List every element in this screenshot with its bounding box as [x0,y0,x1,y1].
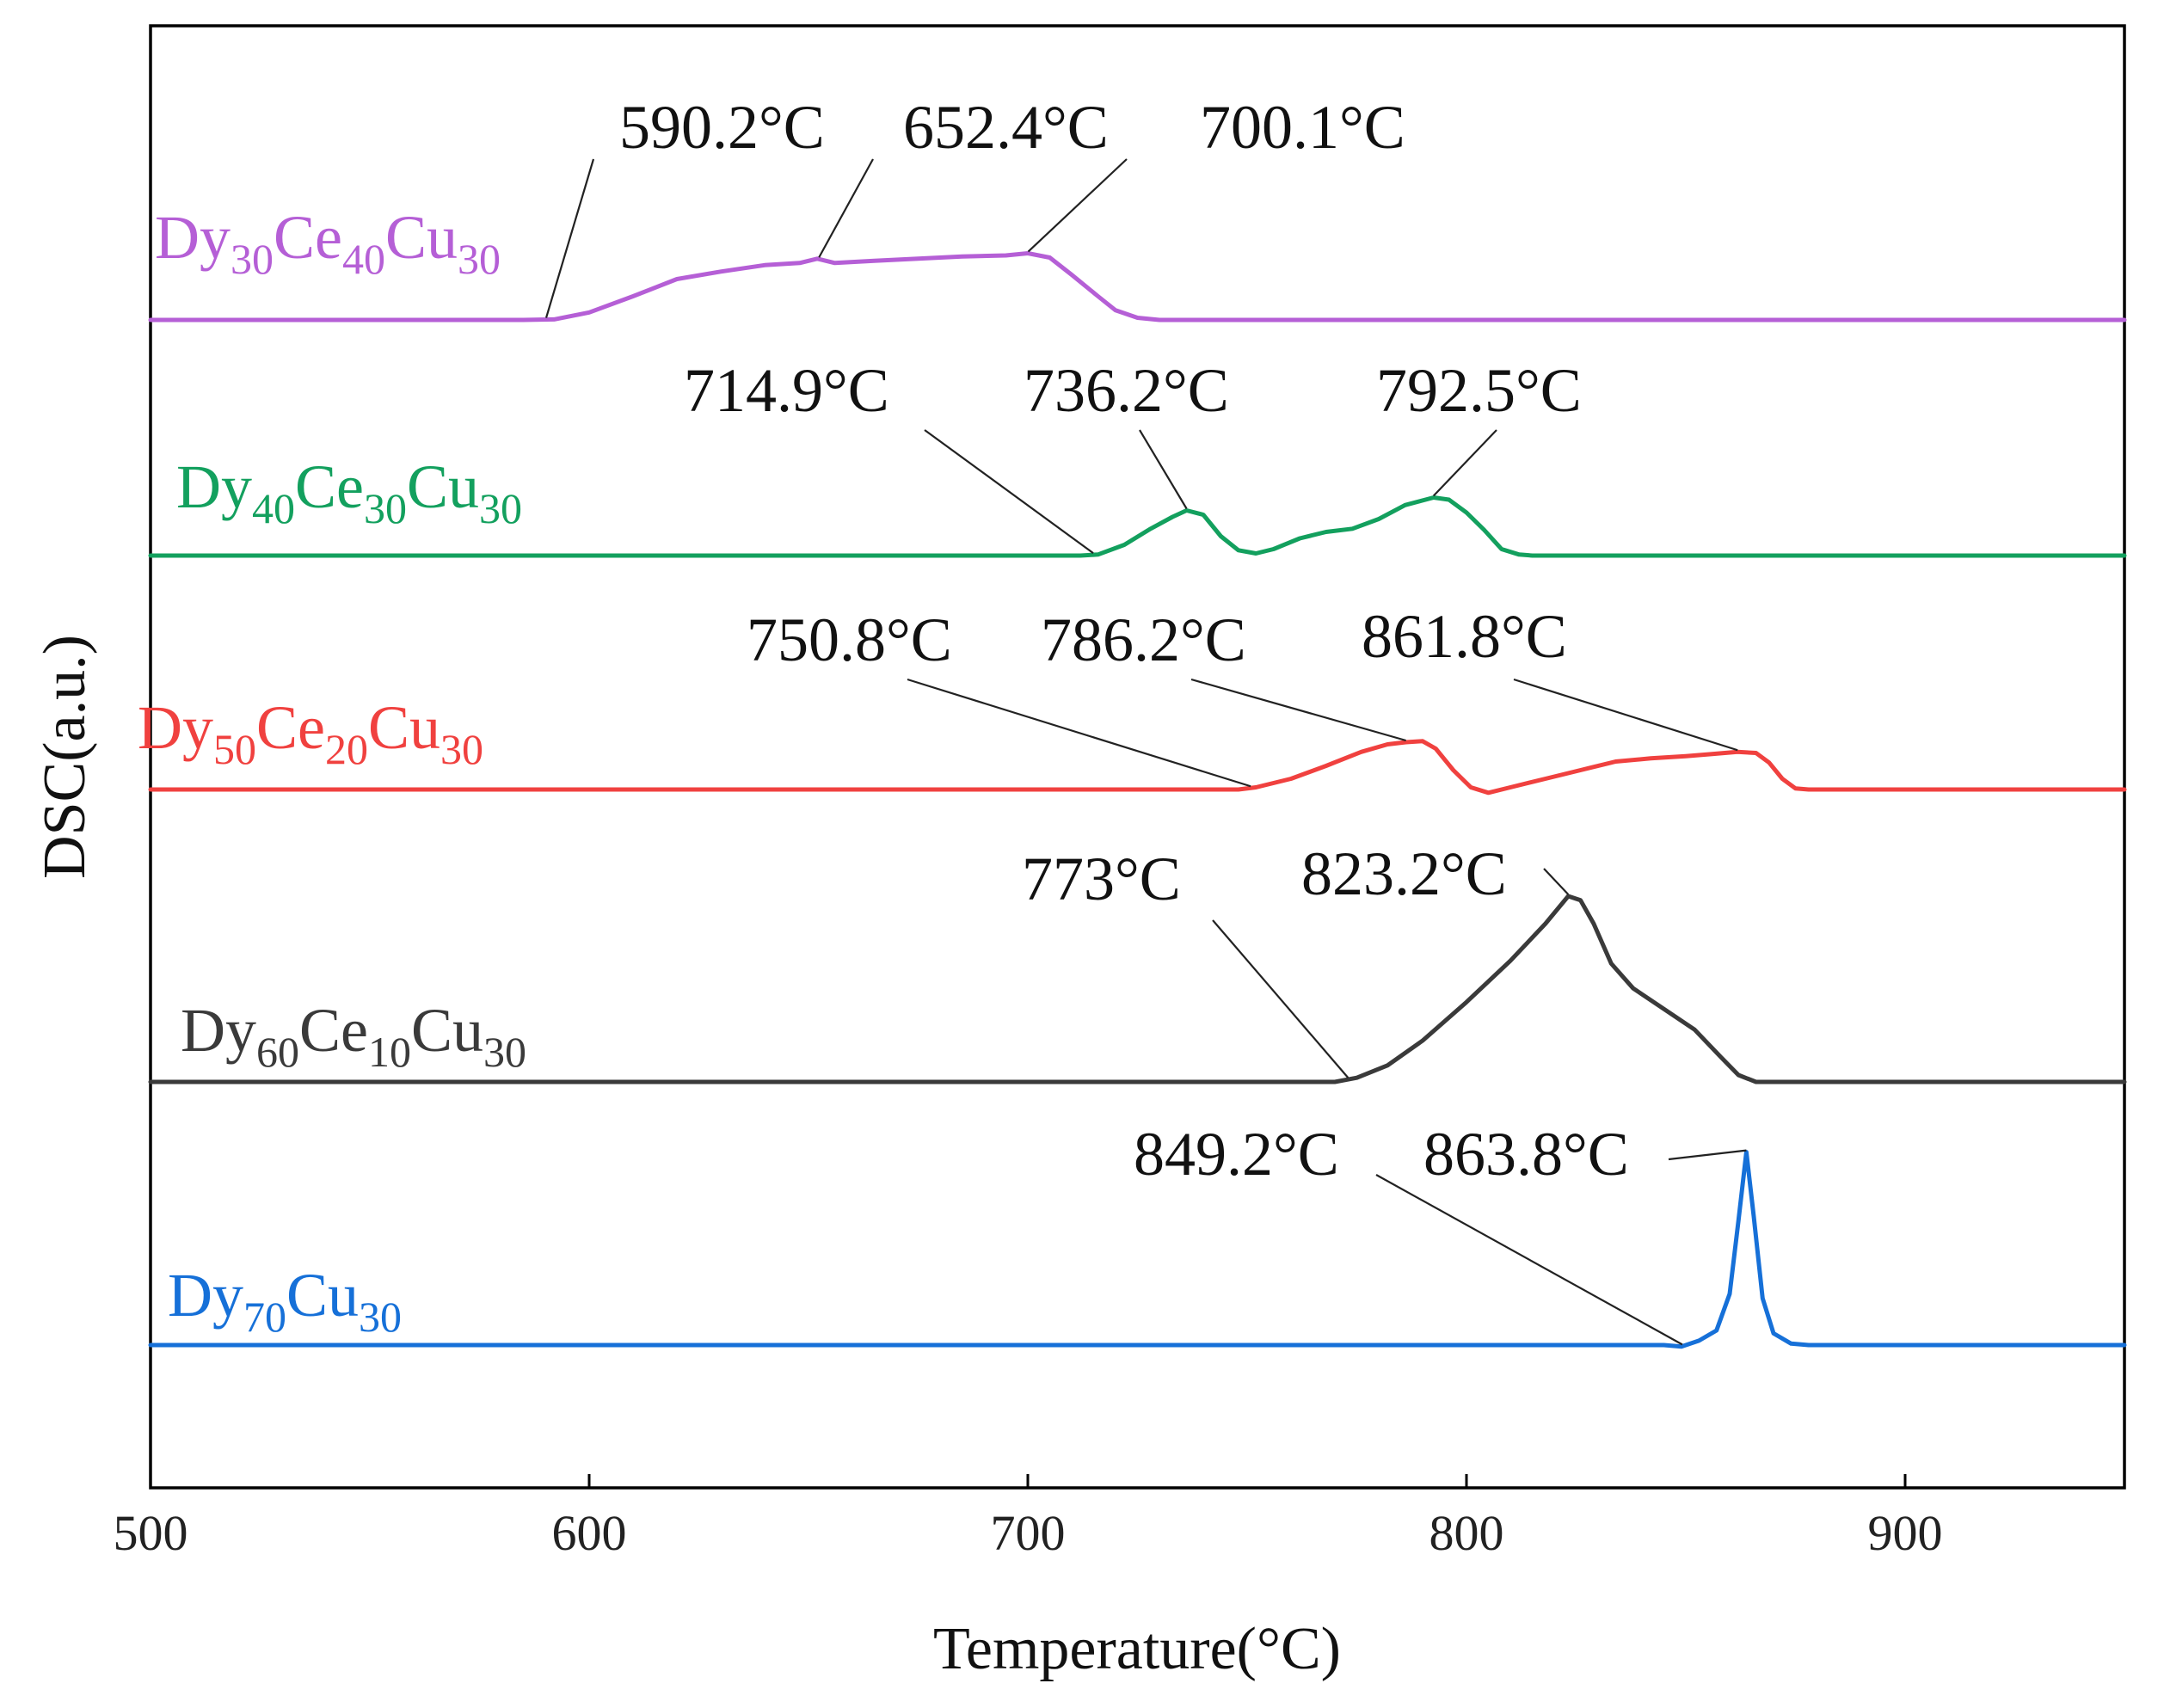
annotation-leader [1139,429,1188,510]
series-label-Dy70Cu30: Dy70Cu30 [168,1261,402,1341]
series-label-Dy40Ce30Cu30: Dy40Ce30Cu30 [176,452,522,532]
trace-Dy60Ce10Cu30 [148,894,2127,1084]
series-labels: Dy30Ce40Cu30 Dy40Ce30Cu30 Dy50Ce20Cu30 Dy60… [138,203,526,1341]
trace-Dy40Ce30Cu30 [148,495,2127,558]
annotation-label: 786.2°C [1041,605,1246,674]
trace-Dy30Ce40Cu30 [148,251,2127,323]
annotation-leader [1212,919,1350,1078]
annotation-leader [1668,1149,1747,1161]
series-label-Dy50Ce20Cu30: Dy50Ce20Cu30 [138,693,483,773]
annotation-leader [1027,158,1128,253]
annotation-label: 714.9°C [684,356,889,425]
dsc-traces [148,251,2127,1349]
x-axis-label: Temperature(°C) [933,1616,1341,1682]
y-axis-label: DSC(a.u.) [32,635,98,879]
temperature-annotations: 590.2°C 652.4°C 700.1°C 714.9°C 736.2°C 792.5… [544,93,1747,1346]
x-tick-label: 500 [114,1505,188,1561]
annotation-label: 849.2°C [1134,1120,1339,1189]
annotation-leader [1543,868,1570,895]
annotation-label: 861.8°C [1362,602,1567,671]
annotation-label: 863.8°C [1423,1120,1629,1189]
annotation-label: 652.4°C [903,93,1109,162]
annotation-leader [1190,678,1406,742]
x-axis-ticks: 500 600 700 800 900 [114,1474,1943,1561]
annotation-label: 700.1°C [1200,93,1405,162]
annotation-leader [924,429,1094,554]
series-label-Dy60Ce10Cu30: Dy60Ce10Cu30 [181,996,526,1076]
annotation-leader [818,158,874,258]
annotation-label: 823.2°C [1301,839,1507,908]
x-tick-label: 600 [552,1505,627,1561]
annotation-label: 773°C [1022,845,1181,913]
annotation-leader [1432,429,1497,497]
annotation-leader [1513,678,1738,752]
plot-frame [149,24,2126,1490]
annotation-label: 736.2°C [1024,356,1229,425]
annotation-leader [1375,1174,1683,1346]
trace-Dy50Ce20Cu30 [148,739,2127,796]
annotation-label: 750.8°C [747,605,952,674]
series-label-Dy30Ce40Cu30: Dy30Ce40Cu30 [155,203,501,283]
annotation-leader [907,678,1251,788]
trace-Dy70Cu30 [148,1150,2127,1349]
x-tick-label: 800 [1429,1505,1504,1561]
annotation-leader [544,158,595,318]
annotation-label: 792.5°C [1376,356,1582,425]
annotation-label: 590.2°C [619,93,825,162]
x-tick-label: 700 [991,1505,1066,1561]
x-tick-label: 900 [1868,1505,1943,1561]
